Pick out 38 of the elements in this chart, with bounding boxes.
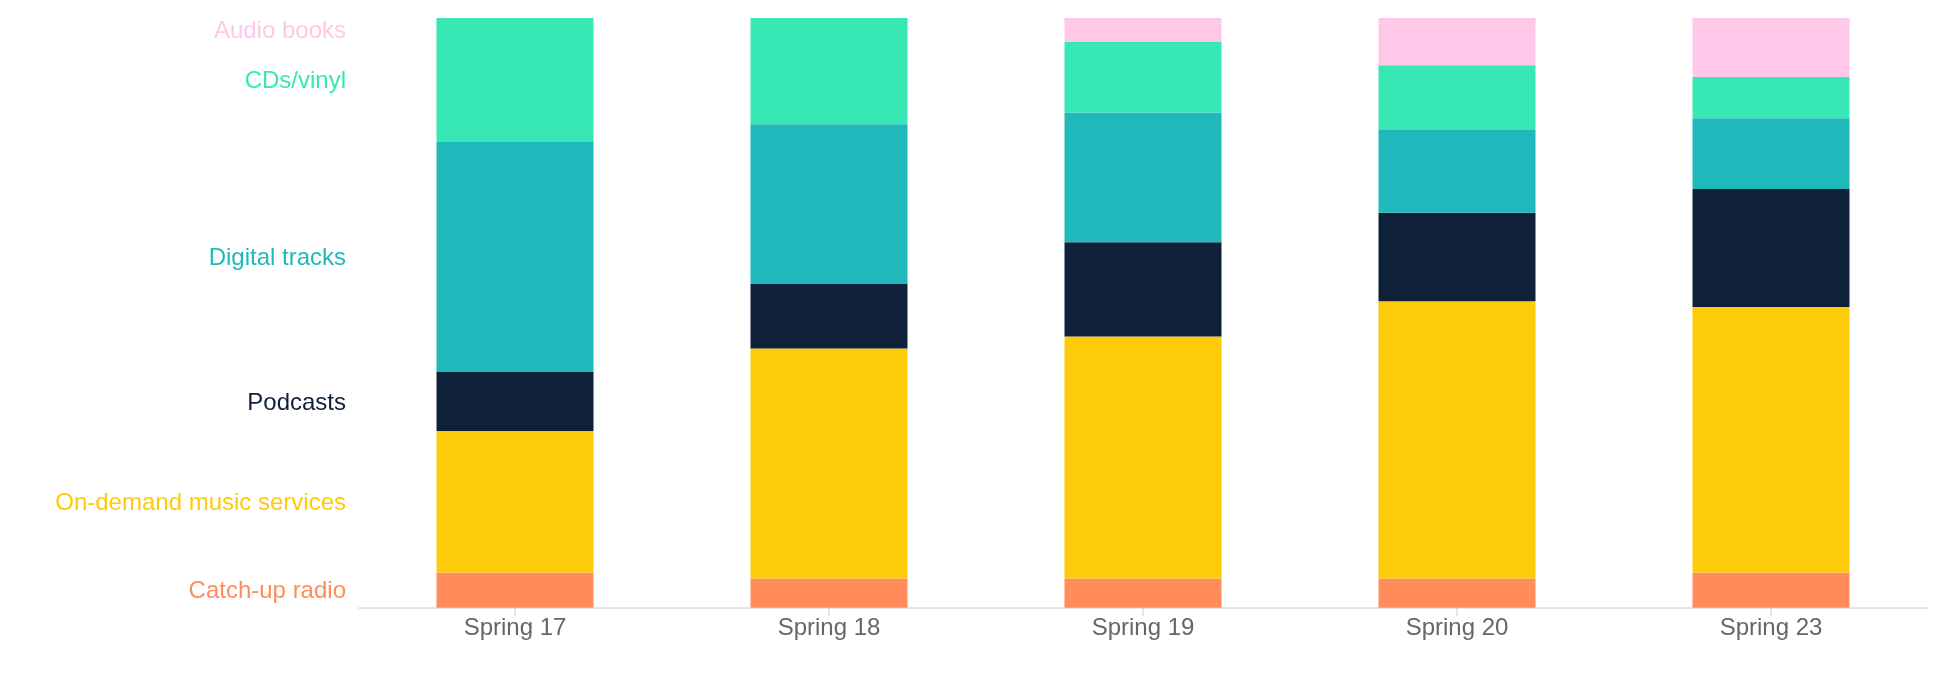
text: Podcasts xyxy=(247,387,346,416)
bar xyxy=(1378,65,1536,131)
bar xyxy=(1378,301,1536,579)
bar xyxy=(1378,130,1536,213)
bar xyxy=(436,572,594,608)
bar xyxy=(1692,77,1850,119)
x-tick-label: Spring 19 xyxy=(1091,613,1195,641)
x-tick-label: Spring 20 xyxy=(1405,613,1509,641)
bar xyxy=(436,141,594,372)
bar xyxy=(1064,41,1222,113)
bar xyxy=(436,372,594,431)
bar xyxy=(436,431,594,573)
text: CDs/vinyl xyxy=(244,65,346,94)
text: Catch-up radio xyxy=(188,576,346,605)
bar xyxy=(1692,307,1850,573)
x-tick-label: Spring 23 xyxy=(1719,613,1823,641)
bar xyxy=(1692,572,1850,608)
bar xyxy=(1692,189,1850,308)
bar xyxy=(1064,336,1222,579)
bar xyxy=(750,348,908,579)
bar xyxy=(1064,242,1222,337)
text: On-demand music services xyxy=(55,487,346,516)
bar xyxy=(1064,18,1222,42)
bar xyxy=(1378,578,1536,608)
bar xyxy=(750,124,908,284)
bar xyxy=(750,283,908,349)
bar xyxy=(1378,212,1536,302)
bar xyxy=(750,18,908,125)
bar xyxy=(1692,118,1850,190)
bar xyxy=(750,578,908,608)
text: Digital tracks xyxy=(208,242,346,271)
x-tick-label: Spring 17 xyxy=(463,613,567,641)
x-tick-label: Spring 18 xyxy=(777,613,881,641)
bar xyxy=(436,18,594,142)
bar xyxy=(1692,18,1850,77)
bar xyxy=(1378,18,1536,66)
bar xyxy=(1064,578,1222,608)
bar xyxy=(1064,112,1222,243)
